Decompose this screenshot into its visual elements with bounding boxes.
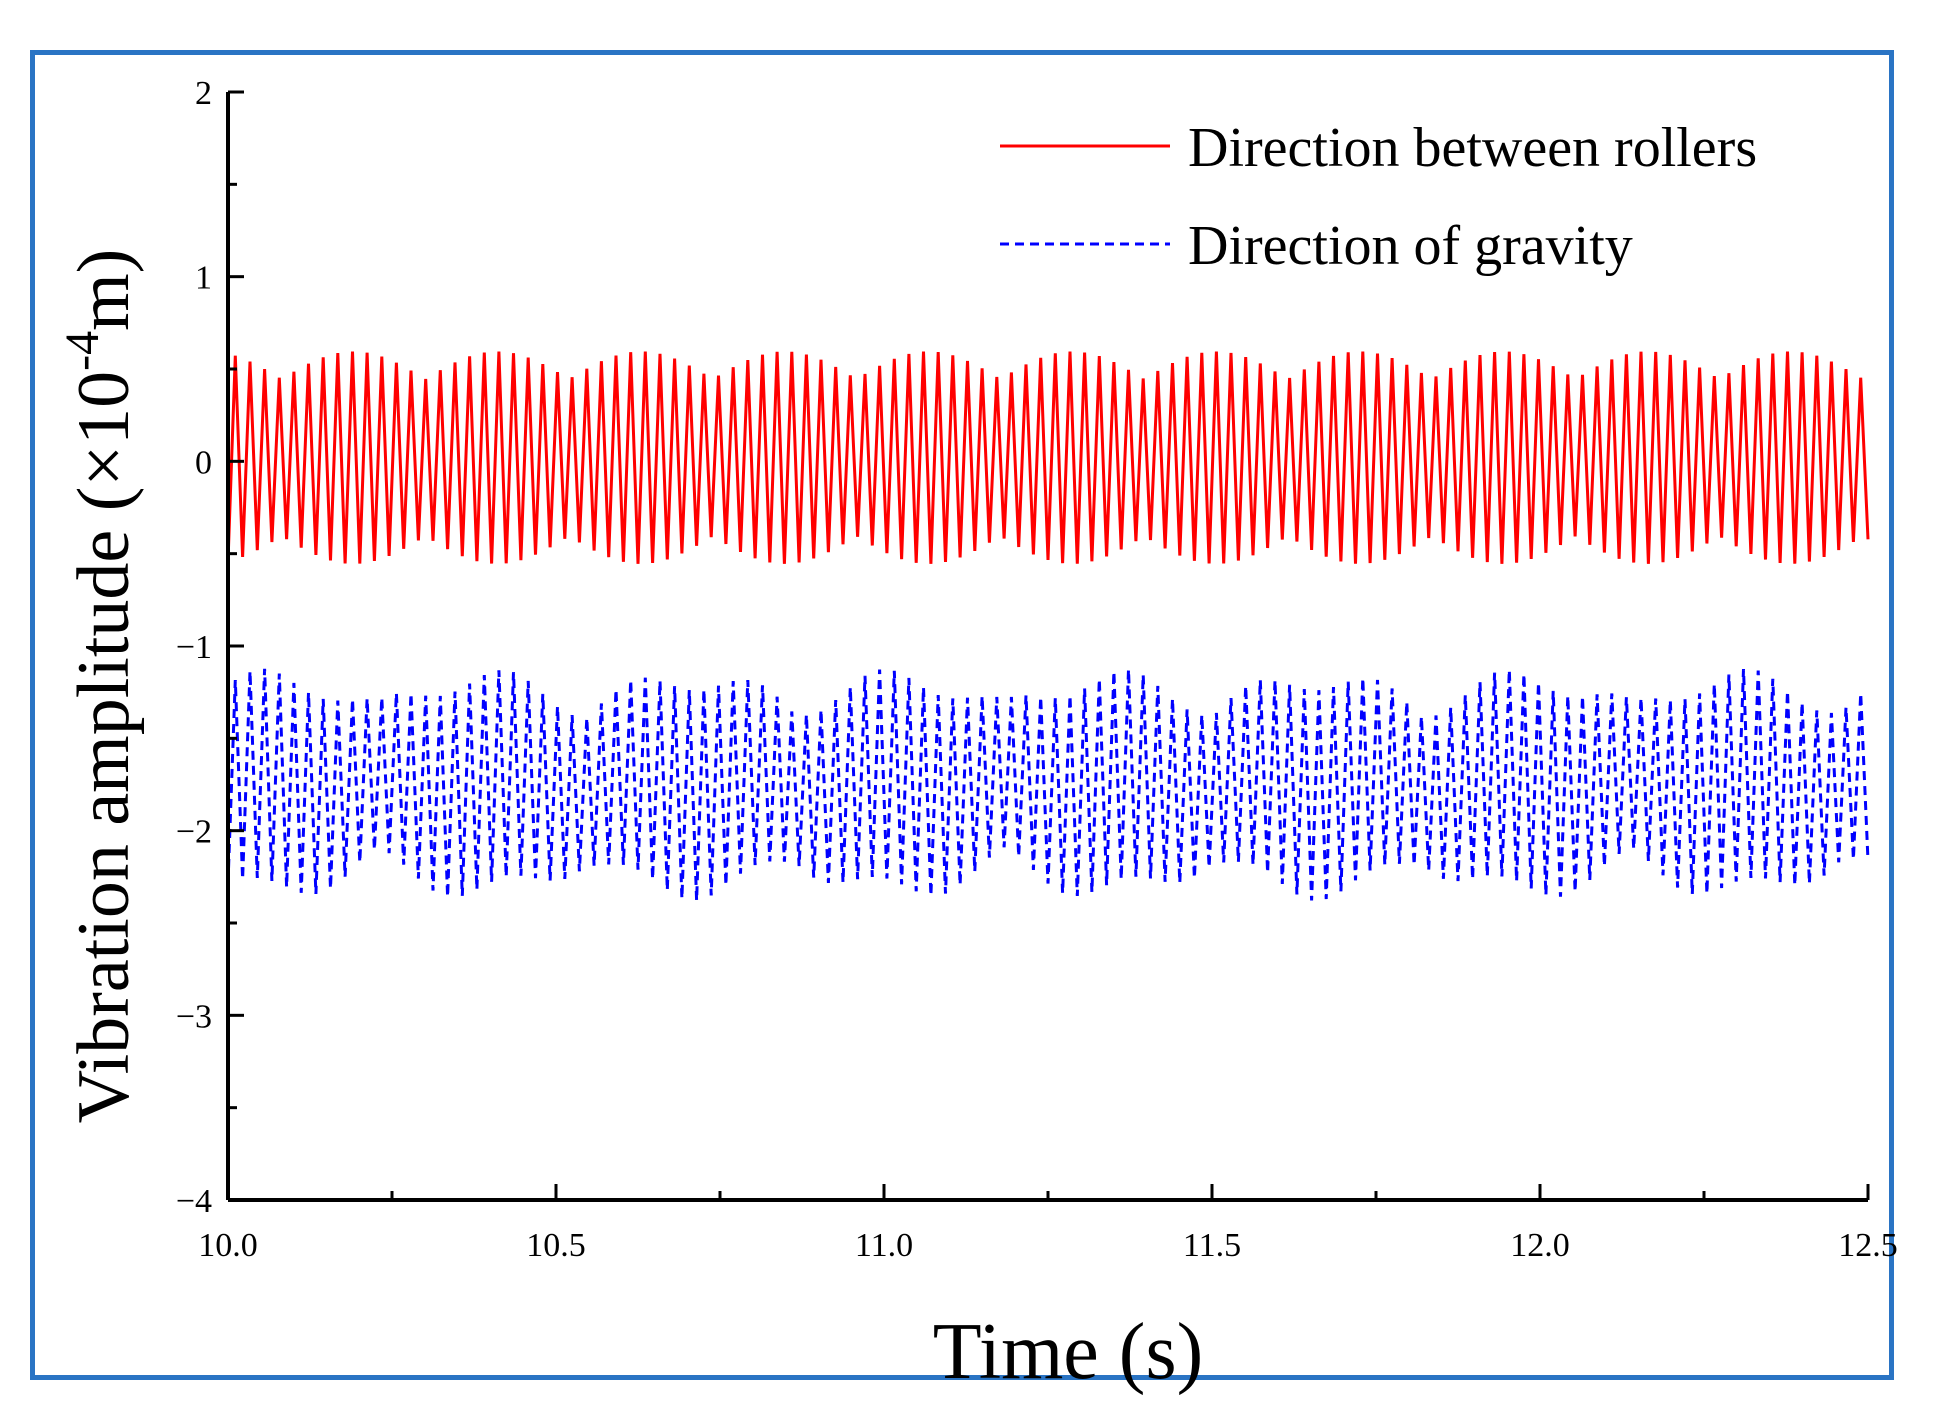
y-axis-title-tail: m) [63,249,145,331]
x-tick-label: 10.0 [198,1227,258,1264]
axes: 2 1 0 −1 −2 −3 −4 10.0 10.5 11.0 11.5 12.0 12.5 [176,75,1898,1264]
series-line-rollers [226,351,1870,564]
legend-label-rollers: Direction between rollers [1188,117,1757,179]
legend: Direction between rollers Direction of g… [1000,117,1757,277]
y-tick-label: −4 [176,1183,212,1220]
y-tick-label: −3 [176,998,212,1035]
x-tick-label: 10.5 [526,1227,586,1264]
x-tick-label: 12.0 [1510,1227,1570,1264]
y-tick-label: 0 [195,444,212,481]
series-line-gravity [226,668,1870,901]
y-tick-label: 1 [195,260,212,297]
y-tick-label: 2 [195,75,212,112]
y-axis-title-superscript: -4 [56,331,109,371]
legend-label-gravity: Direction of gravity [1188,215,1633,277]
x-tick-label: 11.0 [855,1227,913,1264]
x-axis-title: Time (s) [933,1308,1203,1396]
y-tick-label: −2 [176,814,212,851]
y-tick-label: −1 [176,629,212,666]
x-tick-label: 12.5 [1838,1227,1898,1264]
x-tick-label: 11.5 [1183,1227,1241,1264]
y-axis-title: Vibration amplitude (×10-4m) [56,249,145,1124]
y-axis-title-main: Vibration amplitude (×10 [63,371,145,1123]
